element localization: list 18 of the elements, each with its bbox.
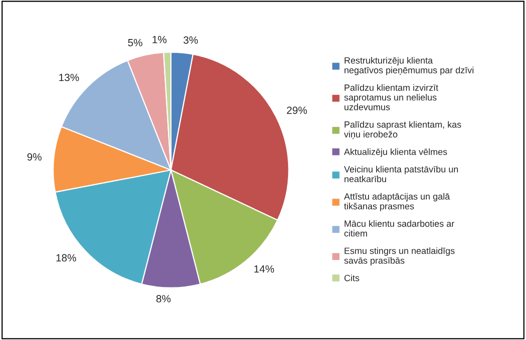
data-label: 1% — [152, 36, 167, 44]
legend-label: Palīdzu saprast klientam, kas viņu ierobežo — [344, 121, 462, 140]
data-label: 9% — [27, 153, 42, 161]
legend-label: Cits — [344, 274, 360, 282]
data-label: 3% — [184, 36, 198, 44]
data-label: 29% — [286, 106, 307, 114]
legend-label: Mācu klientu sadarboties ar citiem — [344, 220, 454, 237]
data-label: 14% — [254, 265, 274, 273]
legend-label: Esmu stingrs un neatlaidīgs savās prasībās — [344, 247, 455, 266]
data-label: 5% — [128, 38, 142, 46]
legend-label: Attīstu adaptācijas un galā tikšanas prasmes — [344, 193, 450, 212]
legend-label: Aktualizēju klienta vēlmes — [344, 148, 448, 157]
legend-label: Veicinu klienta patstāvību un neatkarību — [344, 166, 458, 182]
legend-label: Palīdzu klientam izvirzīt saprotamus un nelielus uzdevumus — [344, 84, 438, 110]
data-label: 8% — [156, 295, 171, 302]
legend-label: Restrukturizēju klienta negatīvos pieņēmumus par dzīvi — [344, 57, 474, 76]
data-label: 13% — [59, 74, 79, 82]
data-label: 18% — [56, 254, 76, 262]
